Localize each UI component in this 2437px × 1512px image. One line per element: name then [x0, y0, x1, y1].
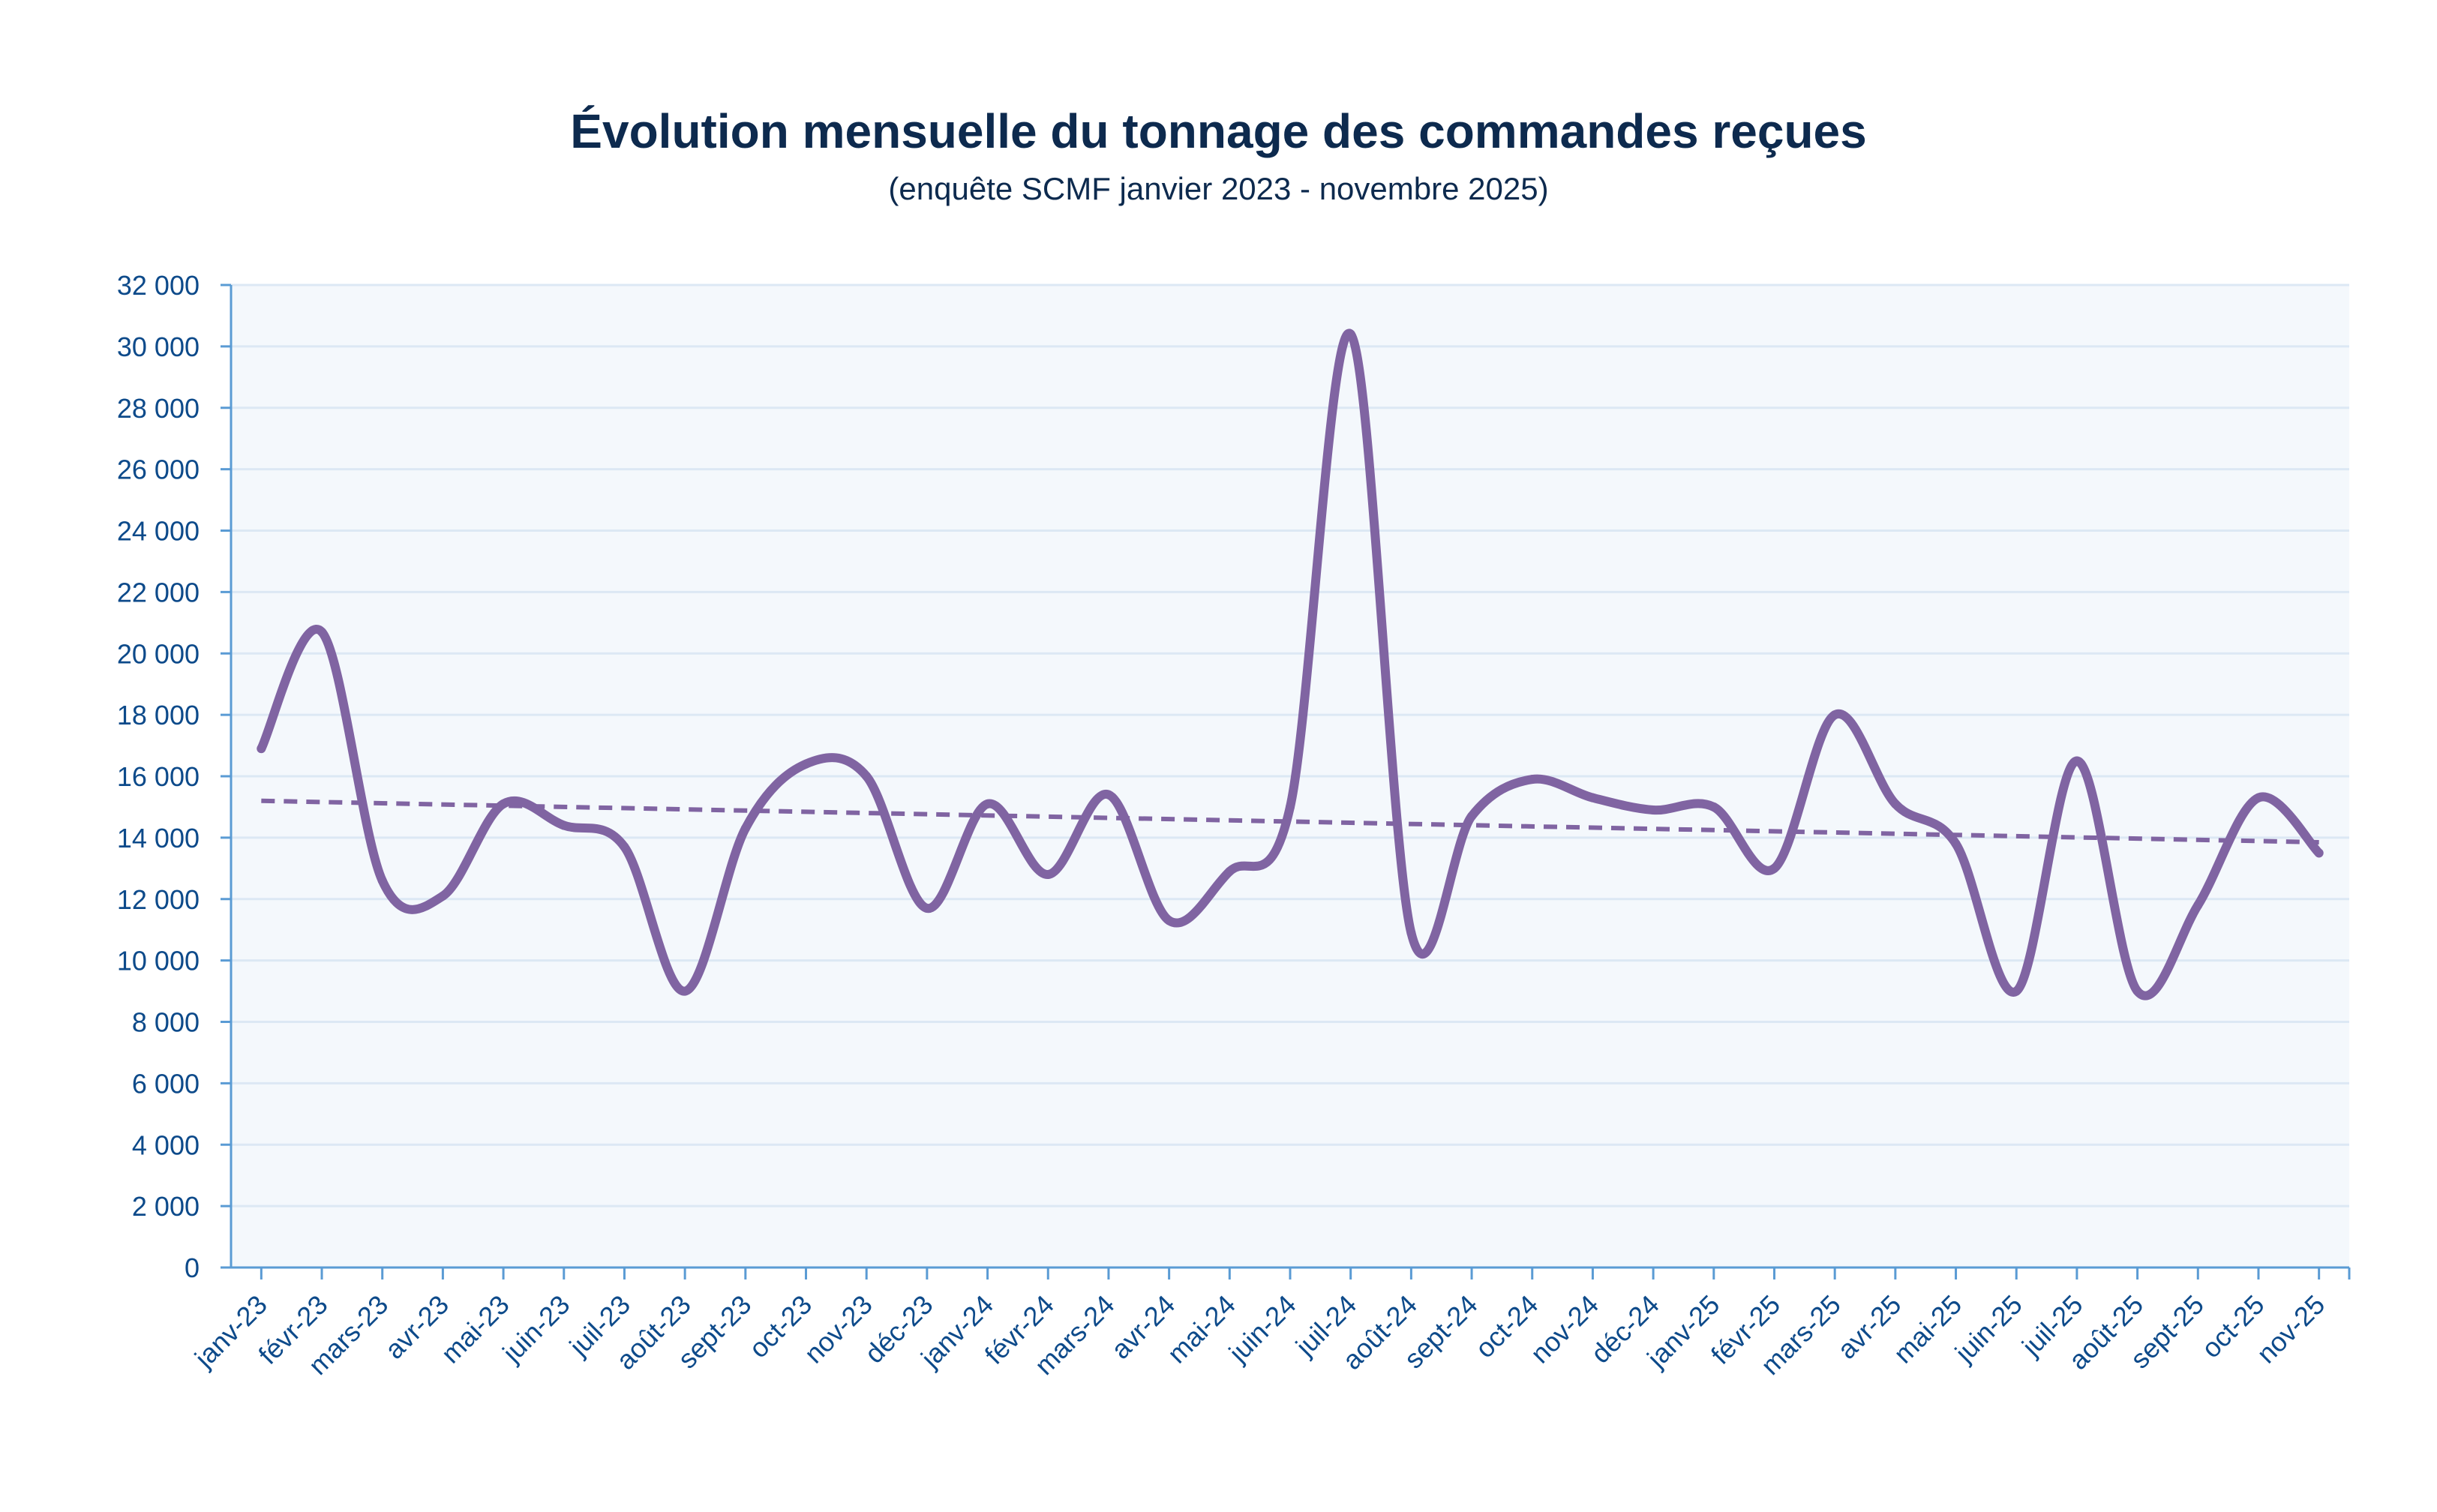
data-point	[862, 772, 872, 781]
y-tick-label: 16 000	[117, 761, 200, 792]
x-axis-ticks: janv-23févr-23mars-23avr-23mai-23juin-23…	[188, 1289, 2331, 1381]
data-point	[1164, 916, 1174, 926]
y-tick-label: 2 000	[132, 1191, 200, 1222]
x-tick-label: juin-24	[1223, 1289, 1302, 1369]
data-point	[1769, 863, 1779, 873]
series-layer	[257, 328, 2324, 1000]
trendline	[261, 798, 2319, 845]
y-tick-label: 20 000	[117, 638, 200, 669]
data-point	[1225, 866, 1235, 876]
x-tick-label: nov-24	[1524, 1289, 1604, 1370]
data-point	[499, 799, 509, 808]
data-point	[377, 876, 387, 886]
data-point	[438, 891, 448, 901]
y-tick-label: 4 000	[132, 1130, 200, 1160]
data-point	[983, 799, 992, 808]
data-point	[2012, 986, 2021, 996]
data-point	[2072, 756, 2081, 766]
data-point	[559, 820, 569, 830]
data-point	[1286, 802, 1295, 812]
x-tick-label: nov-23	[798, 1289, 878, 1370]
x-tick-label: janv-23	[188, 1289, 273, 1374]
y-tick-label: 28 000	[117, 393, 200, 424]
x-tick-label: juin-23	[496, 1289, 575, 1369]
data-point	[1951, 839, 1961, 849]
data-point	[1830, 710, 1840, 720]
data-point	[1649, 806, 1658, 815]
y-tick-label: 8 000	[132, 1007, 200, 1038]
chart-subtitle: (enquête SCMF janvier 2023 - novembre 20…	[888, 171, 1549, 206]
data-point	[2193, 900, 2203, 910]
data-point	[1467, 812, 1477, 821]
y-tick-label: 0	[185, 1252, 200, 1283]
data-point	[1406, 928, 1416, 938]
data-point	[1103, 790, 1113, 800]
y-tick-label: 22 000	[117, 577, 200, 608]
data-point	[1527, 775, 1537, 784]
y-tick-label: 26 000	[117, 454, 200, 485]
axes	[221, 284, 2351, 1280]
y-tick-label: 30 000	[117, 332, 200, 362]
data-point	[317, 627, 327, 637]
data-point	[2132, 986, 2142, 996]
y-tick-label: 18 000	[117, 700, 200, 730]
data-point	[2253, 793, 2263, 802]
data-point	[2314, 848, 2324, 858]
y-axis-ticks: 0 2 000 4 000 6 000 8 000 10 000 12 000 14 000 1…	[117, 270, 200, 1283]
data-point	[1588, 793, 1598, 802]
x-tick-label: mai-23	[435, 1289, 515, 1370]
y-tick-label: 24 000	[117, 516, 200, 547]
data-point	[801, 759, 811, 769]
data-point	[1346, 329, 1355, 339]
x-tick-label: juin-25	[1949, 1289, 2028, 1369]
data-point	[257, 744, 266, 754]
y-tick-label: 14 000	[117, 823, 200, 854]
y-tick-label: 12 000	[117, 884, 200, 915]
data-point	[1043, 870, 1053, 879]
data-point	[680, 986, 690, 996]
y-tick-label: 32 000	[117, 270, 200, 301]
data-point	[740, 824, 750, 833]
chart-title: Évolution mensuelle du tonnage des comma…	[570, 104, 1867, 158]
x-tick-label: mai-25	[1887, 1289, 1967, 1370]
y-tick-label: 6 000	[132, 1068, 200, 1099]
data-point	[922, 904, 932, 914]
x-tick-label: nov-25	[2250, 1289, 2330, 1370]
data-point	[1709, 802, 1718, 812]
data-point	[1890, 799, 1900, 808]
x-tick-label: mai-24	[1161, 1289, 1241, 1370]
y-tick-label: 10 000	[117, 946, 200, 976]
data-point	[620, 842, 629, 852]
